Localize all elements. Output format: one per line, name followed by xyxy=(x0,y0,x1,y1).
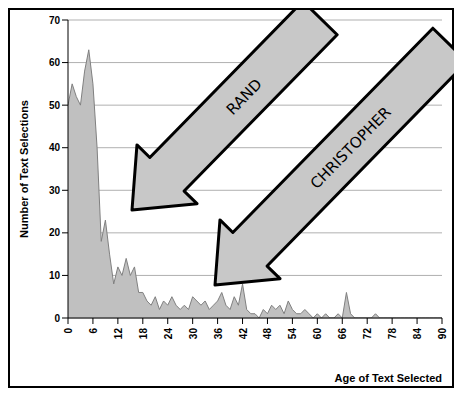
svg-text:42: 42 xyxy=(238,328,249,340)
svg-text:84: 84 xyxy=(412,328,423,340)
svg-text:48: 48 xyxy=(262,328,273,340)
svg-text:RAND: RAND xyxy=(223,75,266,118)
svg-text:90: 90 xyxy=(437,328,448,340)
svg-text:30: 30 xyxy=(188,328,199,340)
svg-text:50: 50 xyxy=(49,100,61,111)
svg-text:66: 66 xyxy=(337,328,348,340)
svg-text:20: 20 xyxy=(49,227,61,238)
svg-text:18: 18 xyxy=(138,328,149,340)
svg-text:54: 54 xyxy=(287,328,298,340)
svg-text:6: 6 xyxy=(88,328,99,334)
svg-text:40: 40 xyxy=(49,142,61,153)
svg-text:72: 72 xyxy=(362,328,373,340)
svg-text:70: 70 xyxy=(49,15,61,26)
svg-text:24: 24 xyxy=(163,328,174,340)
svg-text:Number of Text Selections: Number of Text Selections xyxy=(18,100,30,238)
svg-text:30: 30 xyxy=(49,185,61,196)
svg-text:36: 36 xyxy=(213,328,224,340)
svg-text:60: 60 xyxy=(49,57,61,68)
svg-text:78: 78 xyxy=(387,328,398,340)
svg-text:10: 10 xyxy=(49,270,61,281)
svg-text:CHRISTOPHER: CHRISTOPHER xyxy=(307,103,395,192)
svg-text:12: 12 xyxy=(113,328,124,340)
svg-text:60: 60 xyxy=(312,328,323,340)
svg-text:0: 0 xyxy=(54,313,60,324)
svg-text:Age of Text Selected: Age of Text Selected xyxy=(335,372,442,384)
svg-text:0: 0 xyxy=(63,328,74,334)
